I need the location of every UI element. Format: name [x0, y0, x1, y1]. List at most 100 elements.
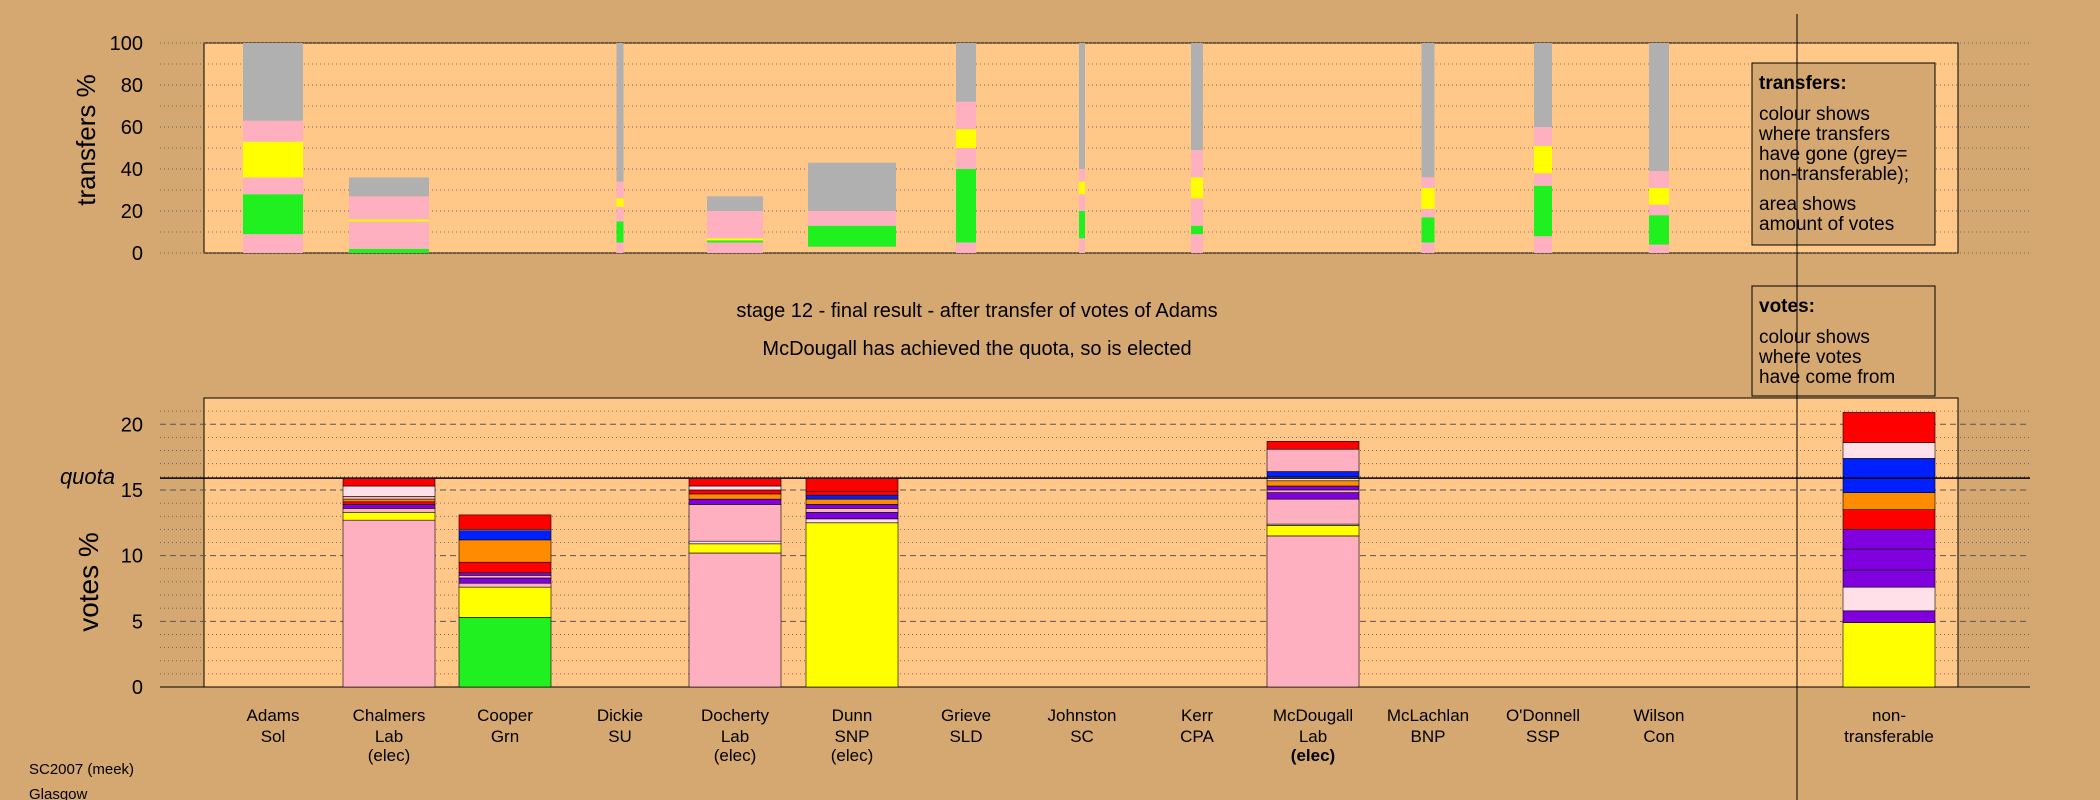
- transfer-segment: [1191, 177, 1203, 199]
- vote-segment: [342, 511, 436, 521]
- candidate-party: Lab: [1299, 727, 1327, 746]
- candidate-label: Adams Sol: [247, 706, 300, 746]
- transfers-legend-line: have gone (grey=: [1759, 144, 1907, 165]
- transfer-segment: [1079, 169, 1085, 182]
- candidate-name: McDougall: [1273, 706, 1353, 725]
- transfers-bars: [243, 43, 1669, 253]
- candidate-name: Docherty: [701, 706, 770, 725]
- candidate-name: Wilson: [1633, 706, 1684, 725]
- transfers-tick-label: 60: [121, 117, 143, 139]
- candidate-label: Kerr CPA: [1180, 706, 1214, 746]
- transfer-bar-grieve: [956, 43, 976, 253]
- transfer-segment: [1534, 43, 1552, 127]
- transfers-tick-label: 40: [121, 159, 143, 181]
- vote-segment: [688, 552, 782, 688]
- transfers-legend-line: area shows: [1759, 194, 1856, 215]
- vote-segment: [1842, 622, 1936, 688]
- candidate-party: Grn: [491, 727, 519, 746]
- vote-segment: [458, 577, 552, 584]
- candidate-label: McDougall Lab(elec): [1273, 706, 1353, 765]
- transfer-segment: [1534, 127, 1552, 146]
- transfer-segment: [707, 242, 763, 253]
- transfer-segment: [956, 148, 976, 169]
- vote-segment: [458, 572, 552, 576]
- chart-subtitle: McDougall has achieved the quota, so is …: [762, 338, 1191, 360]
- transfer-segment: [1421, 242, 1435, 253]
- vote-bar-nontransferable: [1842, 412, 1936, 688]
- quota-marker: quota: [60, 464, 2030, 489]
- candidate-party: Lab: [375, 727, 403, 746]
- candidate-party: transferable: [1844, 727, 1934, 746]
- vote-segment: [1266, 498, 1360, 525]
- transfers-legend: transfers: colour shows where transfers …: [1751, 62, 1936, 246]
- vote-segment: [1266, 441, 1360, 450]
- transfer-segment: [243, 194, 303, 235]
- footer-area: Glasgow: [29, 786, 88, 800]
- vote-segment: [342, 501, 436, 505]
- vote-segment: [688, 485, 782, 491]
- candidate-label: Dunn SNP(elec): [831, 706, 874, 765]
- vote-segment: [805, 498, 899, 505]
- candidate-status: (elec): [714, 746, 757, 765]
- votes-legend-box: [1751, 285, 1936, 397]
- candidate-label: Dickie SU: [597, 706, 643, 746]
- transfers-legend-line: colour shows: [1759, 104, 1870, 125]
- transfer-segment: [707, 211, 763, 239]
- transfer-segment: [956, 129, 976, 148]
- footer-election: SC2007 (meek): [29, 761, 134, 778]
- transfer-segment: [1079, 238, 1085, 253]
- transfer-bar-kerr: [1191, 43, 1203, 253]
- candidate-party: Con: [1643, 727, 1674, 746]
- transfers-legend-line: amount of votes: [1759, 214, 1894, 235]
- vote-segment: [342, 504, 436, 509]
- vote-segment: [342, 508, 436, 513]
- transfers-legend-box: [1751, 62, 1936, 246]
- vote-segment: [1842, 412, 1936, 443]
- vote-segment: [805, 508, 899, 513]
- transfer-segment: [243, 141, 303, 178]
- candidate-status: (elec): [1291, 746, 1335, 765]
- vote-segment: [1842, 458, 1936, 493]
- votes-legend-line: where votes: [1758, 347, 1861, 368]
- vote-segment: [458, 530, 552, 541]
- candidate-name: Cooper: [477, 706, 533, 725]
- votes-y-axis-label: votes %: [73, 532, 104, 632]
- votes-bars: [342, 412, 1936, 688]
- vote-segment: [342, 477, 436, 487]
- transfers-y-axis-label: transfers %: [71, 74, 101, 206]
- quota-label: quota: [60, 464, 115, 489]
- votes-y-axis: 0 5 10 15 20: [121, 414, 143, 699]
- transfer-bar-adams: [243, 43, 303, 253]
- vote-segment: [1266, 492, 1360, 500]
- vote-segment: [805, 504, 899, 509]
- transfer-bar-dunn: [808, 162, 896, 247]
- candidate-label: Docherty Lab(elec): [701, 706, 770, 765]
- candidate-label: McLachlan BNP: [1387, 706, 1469, 746]
- vote-segment: [458, 539, 552, 563]
- transfers-legend-title: transfers:: [1759, 73, 1847, 94]
- transfer-segment: [616, 221, 624, 243]
- candidate-name: non-: [1872, 706, 1906, 725]
- votes-tick-label: 0: [132, 677, 143, 699]
- transfer-segment: [243, 43, 303, 121]
- vote-segment: [1842, 509, 1936, 530]
- transfer-segment: [1649, 187, 1669, 205]
- transfer-segment: [349, 221, 429, 249]
- transfer-segment: [1534, 173, 1552, 186]
- candidate-label: Chalmers Lab(elec): [353, 706, 426, 765]
- vote-segment: [458, 617, 552, 688]
- transfers-y-axis: 0 20 40 60 80 100: [110, 33, 143, 265]
- transfer-segment: [1649, 215, 1669, 245]
- transfer-segment: [1421, 217, 1435, 243]
- transfer-segment: [1191, 234, 1203, 253]
- votes-tick-label: 15: [121, 480, 143, 502]
- vote-bar-dunn: [805, 477, 899, 688]
- vote-segment: [688, 477, 782, 487]
- vote-segment: [688, 493, 782, 500]
- transfers-legend-line: non-transferable);: [1759, 164, 1909, 185]
- transfer-segment: [808, 211, 896, 226]
- transfer-segment: [1079, 181, 1085, 195]
- candidate-status: (elec): [831, 746, 874, 765]
